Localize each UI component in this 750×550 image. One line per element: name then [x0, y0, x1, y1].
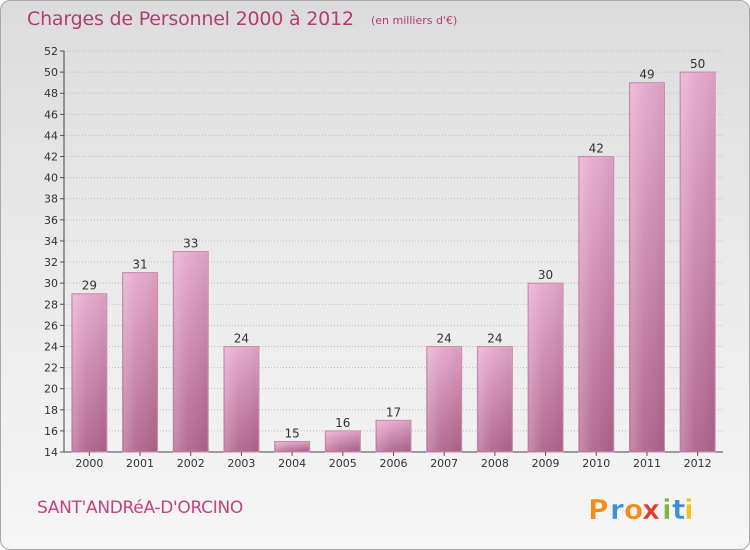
bar-shine [681, 73, 715, 452]
data-label-2001: 31 [132, 258, 147, 272]
y-tick-label: 36 [44, 214, 58, 227]
data-label-2012: 50 [690, 57, 705, 71]
y-tick-label: 48 [44, 87, 58, 100]
x-tick-label-2004: 2004 [278, 457, 306, 470]
chart-title: Charges de Personnel 2000 à 2012 [27, 8, 354, 30]
bar-shine [377, 421, 410, 451]
y-tick-label: 30 [44, 277, 58, 290]
bar-shine [275, 442, 309, 451]
bar-shine [123, 273, 157, 451]
y-tick-label: 24 [44, 340, 58, 353]
y-tick-label: 40 [44, 172, 58, 185]
data-label-2004: 15 [284, 426, 299, 440]
y-tick-label: 28 [44, 298, 58, 311]
logo-letter: i [662, 493, 672, 526]
x-tick-label-2002: 2002 [177, 457, 205, 470]
x-axis: 2000 2001 2002 2003 2004 2005 2006 2007 2008 2009… [75, 452, 712, 470]
data-label-2003: 24 [234, 331, 249, 345]
x-tick-label-2010: 2010 [582, 457, 610, 470]
x-tick-label-2007: 2007 [430, 457, 458, 470]
y-tick-label: 38 [44, 193, 58, 206]
data-label-2008: 24 [487, 331, 502, 345]
y-tick-label: 18 [44, 404, 58, 417]
data-label-2011: 49 [639, 68, 654, 82]
logo-letter: o [624, 493, 643, 526]
data-label-2009: 30 [538, 268, 553, 282]
x-tick-label-2003: 2003 [227, 457, 255, 470]
x-tick-label-2005: 2005 [329, 457, 357, 470]
y-tick-label: 34 [44, 235, 58, 248]
bar-shine [579, 157, 613, 452]
y-tick-label: 32 [44, 256, 58, 269]
logo-letter: r [610, 493, 624, 526]
logo-letter: i [684, 493, 694, 526]
chart-subtitle: (en milliers d'€) [371, 14, 458, 27]
y-tick-label: 46 [44, 108, 58, 121]
data-label-2006: 17 [386, 405, 401, 419]
logo-letter: x [642, 493, 660, 526]
x-tick-label-2000: 2000 [75, 457, 103, 470]
y-tick-label: 44 [44, 129, 58, 142]
bar-shine [174, 252, 208, 451]
y-tick-label: 26 [44, 319, 58, 332]
grid-layer [64, 50, 723, 453]
bar-shine [326, 431, 360, 451]
x-tick-label-2001: 2001 [126, 457, 154, 470]
x-tick-label-2009: 2009 [532, 457, 560, 470]
data-label-2005: 16 [335, 416, 350, 430]
data-label-2010: 42 [589, 142, 604, 156]
data-label-2000: 29 [82, 279, 97, 293]
commune-name: SANT'ANDRéA-D'ORCINO [37, 498, 243, 518]
bar-shine [72, 294, 106, 451]
bar-shine [630, 83, 664, 451]
x-tick-label-2011: 2011 [633, 457, 661, 470]
data-label-2002: 33 [183, 237, 198, 251]
y-tick-label: 42 [44, 151, 58, 164]
x-tick-label-2006: 2006 [380, 457, 408, 470]
y-tick-label: 50 [44, 66, 58, 79]
bar-shine [478, 347, 512, 451]
logo-letter: t [672, 493, 685, 526]
logo-letter: P [588, 493, 609, 526]
y-tick-label: 16 [44, 425, 58, 438]
bar-shine [427, 347, 461, 451]
y-tick-label: 20 [44, 383, 58, 396]
bar-layer: 29 31 33 24 15 16 17 24 24 30 42 49 50 [71, 57, 716, 453]
y-tick-label: 52 [44, 45, 58, 58]
y-tick-label: 22 [44, 362, 58, 375]
bar-shine [224, 347, 258, 451]
x-tick-label-2008: 2008 [481, 457, 509, 470]
data-label-2007: 24 [437, 331, 452, 345]
y-tick-label: 14 [44, 446, 58, 459]
bar-shine [529, 284, 563, 451]
x-tick-label-2012: 2012 [684, 457, 712, 470]
